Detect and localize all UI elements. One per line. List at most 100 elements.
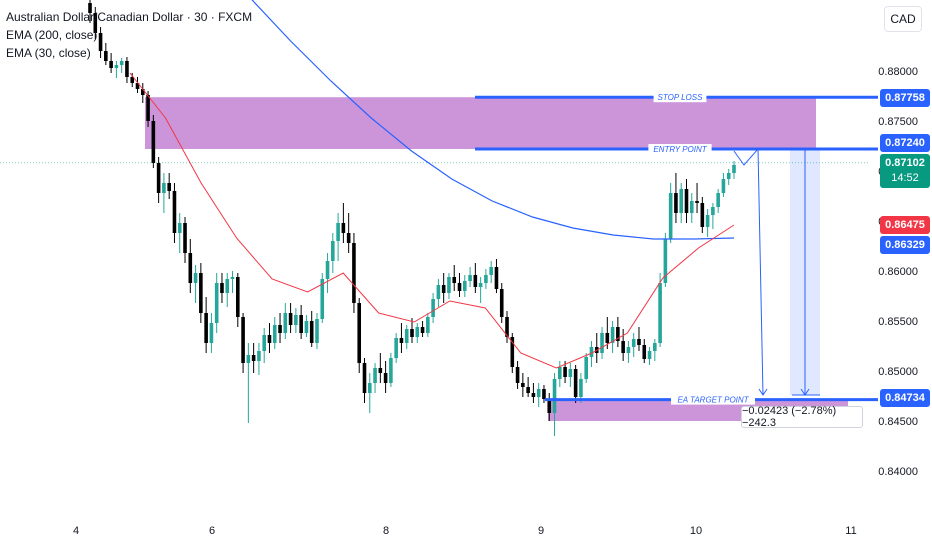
candle-body xyxy=(104,51,108,61)
ema30-legend[interactable]: EMA (30, close) xyxy=(6,46,91,60)
candle-body xyxy=(246,355,251,363)
candle-body xyxy=(109,61,113,68)
entry-price-tag: 0.87240 xyxy=(880,134,930,152)
candle-body xyxy=(637,339,641,345)
candle-body xyxy=(156,163,161,193)
target-point-label-bg xyxy=(671,394,755,405)
measure-label: −0.02423 (−2.78%) −242.3 xyxy=(741,405,863,429)
chart-legend: Australian Dollar/Canadian Dollar · 30 ·… xyxy=(6,8,252,62)
candle-body xyxy=(721,179,726,193)
candle-body xyxy=(320,279,325,319)
candle-body xyxy=(309,321,314,343)
candle-body xyxy=(93,13,98,33)
candle-body xyxy=(177,223,182,233)
projection-path xyxy=(733,147,764,396)
candle-body xyxy=(352,243,356,303)
candle-body xyxy=(505,317,509,337)
candle-body xyxy=(183,223,187,253)
candle-body xyxy=(341,223,346,233)
candle-body xyxy=(389,358,393,383)
candle-body xyxy=(579,379,583,397)
candle-body xyxy=(220,283,224,293)
candle-body xyxy=(616,327,620,341)
candle-body xyxy=(436,285,441,299)
stop-loss-label-bg xyxy=(653,92,707,103)
ema200-line xyxy=(251,0,735,240)
x-tick-label: 10 xyxy=(689,525,703,537)
y-tick-label: 0.86000 xyxy=(878,266,918,278)
y-tick-label: 0.85000 xyxy=(878,366,918,378)
candle-body xyxy=(193,273,198,283)
candle-body xyxy=(367,383,372,393)
candle-body xyxy=(695,201,699,203)
entry-point-label: ENTRY POINT xyxy=(653,145,707,154)
candle-body xyxy=(135,83,140,89)
candle-body xyxy=(362,363,367,393)
candle-body xyxy=(346,233,351,243)
candle-body xyxy=(711,207,715,215)
candle-body xyxy=(563,367,567,377)
projection-arrowhead xyxy=(758,388,768,396)
candle-body xyxy=(204,313,208,343)
candle-body xyxy=(410,329,414,337)
candle-body xyxy=(668,193,673,239)
candle-body xyxy=(336,223,340,241)
candle-body xyxy=(130,77,135,83)
candle-body xyxy=(315,319,319,343)
candle-body xyxy=(172,191,177,233)
x-tick-label: 8 xyxy=(382,525,390,537)
y-tick-label: 0.84500 xyxy=(878,416,918,428)
candle-body xyxy=(357,303,362,363)
candle-body xyxy=(515,367,520,383)
y-tick-label: 0.85500 xyxy=(878,316,918,328)
currency-button[interactable]: CAD xyxy=(884,6,922,32)
candle-body xyxy=(262,335,266,351)
stop-loss-price-tag: 0.87758 xyxy=(880,89,930,107)
candle-body xyxy=(584,357,588,379)
candle-body xyxy=(568,369,573,377)
candle-body xyxy=(716,193,720,207)
candle-body xyxy=(267,335,272,343)
ema200-legend[interactable]: EMA (200, close) xyxy=(6,28,98,42)
candle-body xyxy=(510,337,515,367)
candle-body xyxy=(621,341,625,353)
candle-body xyxy=(199,273,203,313)
ema30-line xyxy=(129,72,735,369)
candle-body xyxy=(230,277,235,279)
candle-body xyxy=(462,281,467,291)
candle-body xyxy=(167,183,171,191)
candle-body xyxy=(536,389,541,397)
candle-body xyxy=(674,193,678,213)
candle-body xyxy=(542,389,546,399)
y-tick-label: 0.84000 xyxy=(878,466,918,478)
current-price-value: 0.87102 xyxy=(885,157,925,169)
candle-body xyxy=(420,327,425,333)
candle-body xyxy=(484,275,488,283)
candle-body xyxy=(589,347,594,357)
candle-body xyxy=(426,317,430,333)
candle-body xyxy=(642,345,647,359)
candle-body xyxy=(631,339,636,347)
candle-body xyxy=(653,343,657,351)
candle-body xyxy=(494,267,499,289)
candle-body xyxy=(162,183,166,193)
candle-body xyxy=(125,61,129,77)
candle-body xyxy=(404,329,409,343)
candle-body xyxy=(146,95,150,121)
candle-body xyxy=(531,393,536,397)
candle-body xyxy=(473,275,478,287)
candle-body xyxy=(552,379,557,413)
candle-body xyxy=(304,321,309,333)
stop-entry-zone xyxy=(145,97,816,149)
candle-body xyxy=(399,338,404,343)
candle-body xyxy=(119,61,124,65)
target-point-label: EA TARGET POINT xyxy=(677,396,749,405)
candle-body xyxy=(726,173,731,179)
candle-body xyxy=(283,313,288,333)
candle-body xyxy=(447,277,451,293)
candle-body xyxy=(700,203,705,227)
candle-body xyxy=(499,289,504,317)
candle-body xyxy=(299,315,303,333)
candle-body xyxy=(394,338,398,358)
